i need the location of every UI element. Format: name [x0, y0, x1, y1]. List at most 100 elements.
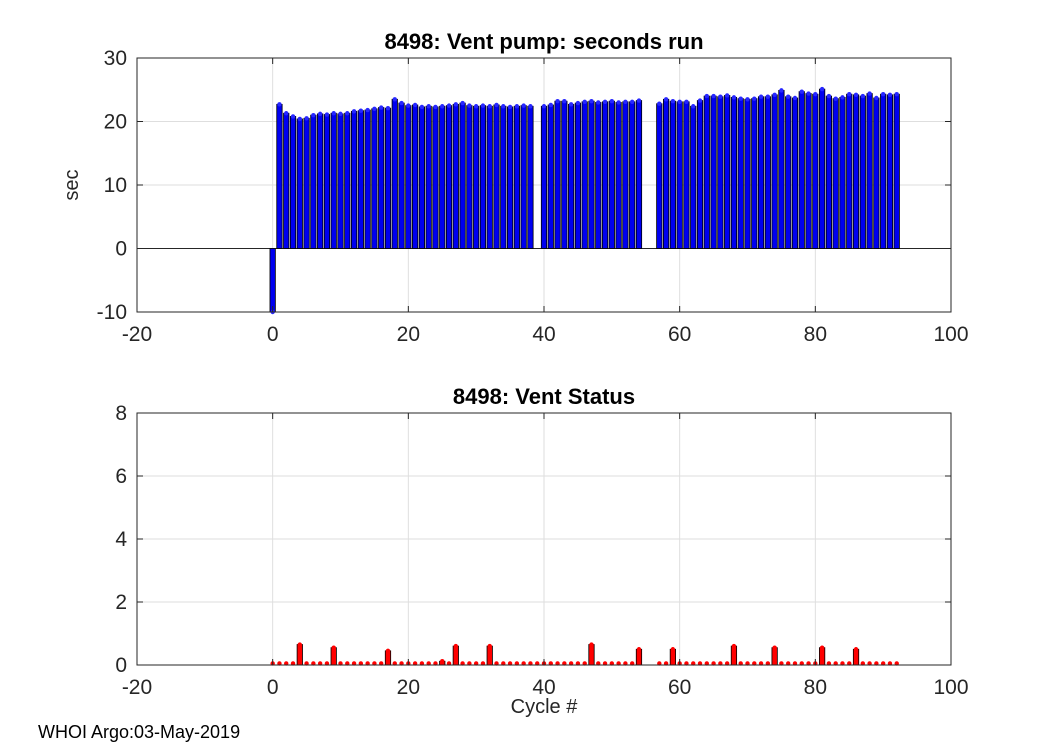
bar-marker — [853, 92, 859, 98]
y-tick-label: 2 — [115, 591, 127, 614]
y-tick-label: 0 — [115, 238, 127, 261]
bar — [757, 96, 765, 249]
bar — [798, 91, 805, 249]
bar — [303, 117, 310, 249]
bar — [540, 105, 548, 249]
bar — [839, 96, 846, 249]
bar-marker — [792, 95, 798, 101]
bar-marker — [331, 111, 336, 116]
bar-marker — [833, 96, 838, 101]
bar-marker — [290, 114, 296, 119]
bar — [568, 103, 575, 249]
bar — [819, 647, 826, 666]
bar-marker — [819, 645, 825, 650]
bar — [785, 96, 792, 249]
bar-marker — [691, 104, 696, 109]
bar-marker — [392, 97, 397, 102]
bar — [825, 95, 833, 249]
bar-marker — [840, 95, 845, 100]
x-tick-label: 0 — [267, 323, 279, 346]
bar-marker — [758, 94, 764, 99]
bar — [737, 98, 744, 249]
bar-marker — [779, 88, 784, 93]
bar — [710, 95, 717, 249]
bar — [601, 101, 609, 249]
bar — [581, 101, 588, 249]
bar-marker — [385, 105, 391, 111]
bar — [751, 98, 758, 249]
bar — [330, 647, 337, 666]
bar-marker — [629, 99, 635, 105]
bar-marker — [677, 99, 682, 105]
bar-marker — [372, 106, 377, 112]
bar — [588, 100, 595, 249]
bar-marker — [277, 102, 282, 107]
bar-marker — [446, 103, 452, 108]
bar — [819, 88, 826, 249]
bar — [663, 98, 670, 249]
bar-marker — [487, 104, 492, 109]
bar-marker — [589, 98, 594, 104]
bar — [805, 93, 812, 249]
bar-marker — [385, 648, 391, 654]
vent-pump-ylabel: sec — [61, 169, 83, 200]
bar — [391, 98, 398, 249]
bar — [493, 104, 500, 249]
bar — [323, 114, 331, 249]
y-tick-label: 6 — [115, 465, 127, 488]
bar — [527, 105, 534, 249]
bar — [378, 107, 385, 249]
bar — [608, 100, 615, 249]
bar — [398, 102, 405, 249]
bar — [791, 97, 799, 249]
bar-marker — [399, 100, 404, 106]
bar-marker — [867, 91, 872, 96]
bar — [486, 105, 493, 249]
bar-marker — [480, 103, 486, 108]
bar — [554, 100, 561, 249]
bar — [317, 113, 324, 249]
bar-marker — [304, 116, 309, 121]
bar-marker — [351, 109, 357, 114]
bar-marker — [684, 99, 689, 105]
vent-status-chart: 8498: Vent Status Cycle # -20 0 20 40 60 80 10… — [115, 384, 968, 718]
bar — [852, 94, 860, 249]
vent-pump-plot-area: -20 0 20 40 60 80 100 -10 0 10 20 30 — [97, 47, 969, 346]
bar-marker — [345, 111, 350, 116]
bar-marker — [453, 643, 459, 649]
bar-marker — [806, 91, 811, 96]
bar-marker — [358, 108, 364, 113]
bar — [269, 248, 276, 313]
bar — [893, 93, 900, 249]
cycle-number-xlabel: Cycle # — [511, 696, 579, 718]
x-tick-label: 100 — [933, 676, 968, 699]
bar — [717, 96, 724, 249]
y-tick-label: 10 — [104, 174, 127, 197]
bar-marker — [765, 94, 771, 99]
bar-marker — [562, 98, 567, 104]
bar-marker — [426, 104, 431, 109]
bar — [778, 89, 785, 249]
bar — [832, 98, 839, 249]
bar-marker — [731, 95, 737, 100]
bar — [412, 104, 419, 249]
bar-marker — [440, 104, 445, 109]
bar — [676, 101, 683, 249]
bar-marker — [704, 93, 709, 99]
bar-marker — [453, 102, 459, 107]
bar — [506, 106, 514, 249]
bar-marker — [663, 97, 669, 102]
bar-marker — [718, 94, 723, 99]
bar — [696, 100, 704, 249]
bar-marker — [752, 96, 757, 101]
x-tick-label: -20 — [122, 323, 152, 346]
bar-marker — [874, 95, 879, 101]
bar-marker — [636, 98, 642, 103]
bar — [330, 112, 337, 249]
bar — [371, 108, 378, 249]
bar-marker — [467, 103, 472, 108]
bar-marker — [317, 111, 323, 117]
bar — [574, 102, 582, 249]
bar-marker — [548, 102, 553, 108]
bar — [669, 100, 676, 249]
